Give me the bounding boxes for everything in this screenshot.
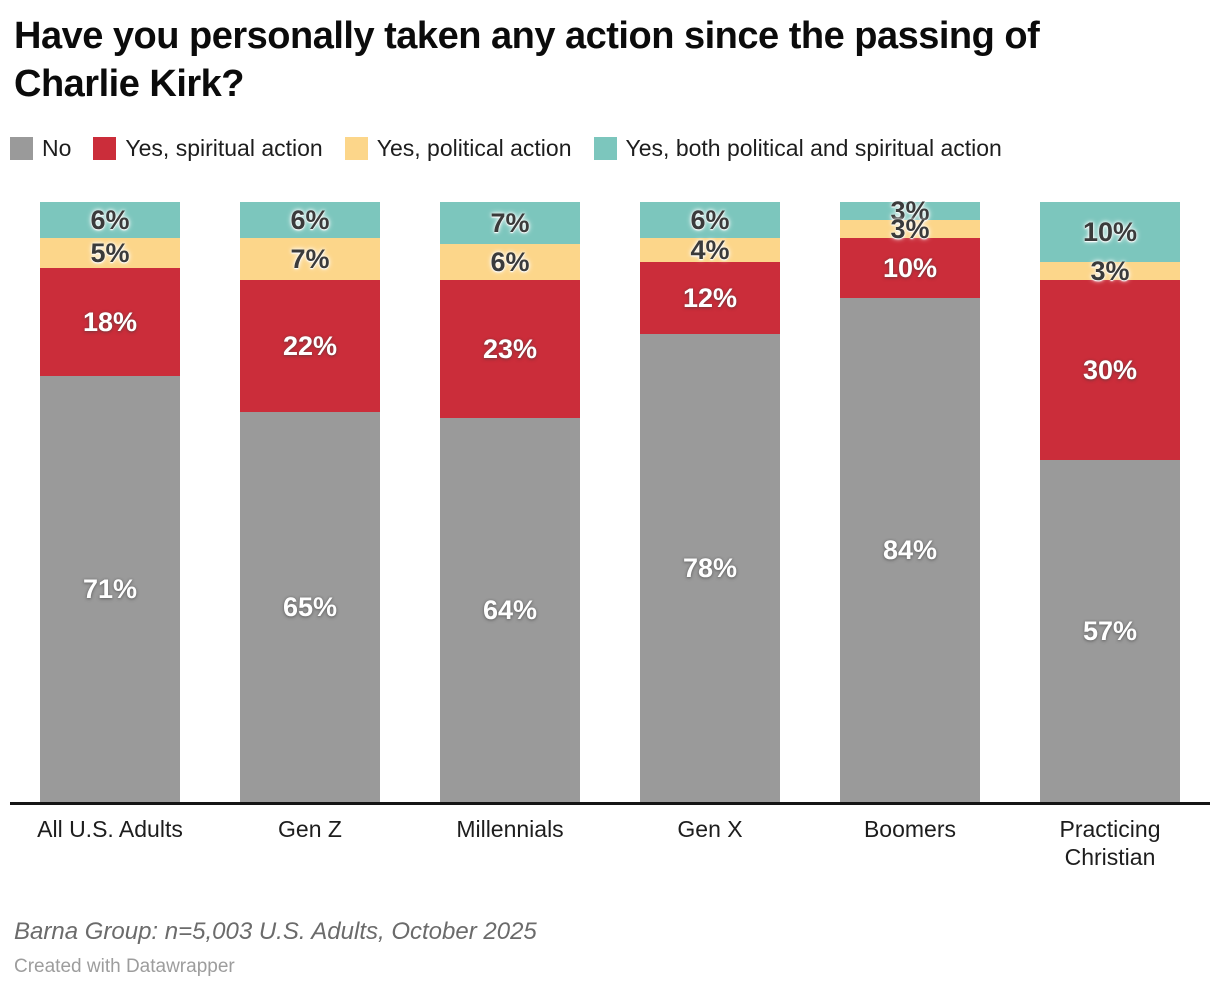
category-label: Practicing Christian [1010,815,1210,871]
bar-segment: 10% [1040,202,1180,262]
segment-value-label: 22% [282,330,338,361]
category-label-text: Gen Z [278,816,342,842]
segment-value-label: 84% [882,534,938,565]
segment-value-label: 71% [82,573,138,604]
stacked-bar: 6% 4% 12% 78% [640,202,780,802]
legend-item: Yes, both political and spiritual action [593,135,1002,161]
bar-segment: 22% [240,280,380,412]
category-label: Boomers [810,815,1010,871]
category-label-text: All U.S. Adults [37,816,183,842]
legend: No Yes, spiritual action Yes, political ac… [10,137,1210,160]
category-label-text: Gen X [677,816,743,842]
segment-value-label: 3% [890,195,930,226]
bar-column: 10% 3% 30% 57% [1010,202,1210,802]
bar-segment: 6% [40,202,180,238]
legend-item: Yes, political action [344,135,572,161]
bar-segment: 5% [40,238,180,268]
chart-title: Have you personally taken any action sin… [14,15,1040,105]
legend-item: No [10,137,71,160]
bar-segment: 23% [440,280,580,418]
category-label-text: Practicing Christian [1059,816,1161,870]
segment-value-label: 4% [690,234,730,265]
legend-label: Yes, political action [376,135,572,161]
bar-segment: 6% [640,202,780,238]
segment-value-label: 64% [482,594,538,625]
segment-value-label: 3% [1090,255,1130,286]
axis-labels: All U.S. Adults Gen Z Millennials Gen X Boom… [10,815,1210,871]
datawrapper-attribution: Created with Datawrapper [14,956,235,977]
bar-segment: 7% [240,238,380,280]
category-label-text: Millennials [456,816,564,842]
stacked-bar: 3% 3% 10% 84% [840,197,980,802]
bar-segment: 12% [640,262,780,334]
stacked-bar: 6% 7% 22% 65% [240,202,380,802]
legend-swatch-icon [593,137,617,160]
legend-swatch-icon [344,137,368,160]
bar-segment: 3% [1040,257,1180,284]
legend-label: No [42,135,72,161]
bar-segment: 30% [1040,280,1180,460]
source-note: Barna Group: n=5,003 U.S. Adults, Octobe… [14,918,537,945]
segment-value-label: 6% [290,204,330,235]
segment-value-label: 6% [490,246,530,277]
stacked-bar: 10% 3% 30% 57% [1040,202,1180,802]
bar-column: 6% 5% 18% 71% [10,202,210,802]
segment-value-label: 7% [490,207,530,238]
bar-segment: 64% [440,418,580,802]
segment-value-label: 57% [1082,615,1138,646]
segment-value-label: 10% [882,252,938,283]
bar-segment: 18% [40,268,180,376]
bar-column: 6% 4% 12% 78% [610,202,810,802]
footer: Barna Group: n=5,003 U.S. Adults, Octobe… [14,919,1210,978]
stacked-bar: 6% 5% 18% 71% [40,202,180,802]
category-label: Millennials [410,815,610,871]
bar-segment: 10% [840,238,980,298]
legend-item: Yes, spiritual action [93,135,323,161]
bar-column: 7% 6% 23% 64% [410,202,610,802]
segment-value-label: 23% [482,333,538,364]
legend-swatch-icon [93,137,117,160]
legend-label: Yes, spiritual action [125,135,323,161]
bar-column: 3% 3% 10% 84% [810,197,1010,802]
segment-value-label: 6% [690,204,730,235]
legend-swatch-icon [10,137,33,160]
stacked-bar: 7% 6% 23% 64% [440,202,580,802]
segment-value-label: 3% [890,213,930,244]
legend-label: Yes, both political and spiritual action [625,135,1002,161]
bar-segment: 65% [240,412,380,802]
segment-value-label: 7% [290,243,330,274]
bar-segment: 7% [440,202,580,244]
bar-segment: 84% [840,298,980,802]
bar-segment: 3% [840,197,980,224]
segment-value-label: 12% [682,282,738,313]
bar-segment: 4% [640,234,780,265]
bar-segment: 6% [240,202,380,238]
segment-value-label: 10% [1082,216,1138,247]
segment-value-label: 78% [682,552,738,583]
segment-value-label: 5% [90,237,130,268]
category-label: All U.S. Adults [10,815,210,871]
bar-segment: 78% [640,334,780,802]
bar-segment: 3% [840,215,980,242]
bar-segment: 6% [440,244,580,280]
category-label: Gen X [610,815,810,871]
segment-value-label: 18% [82,306,138,337]
plot-area: 6% 5% 18% 71% 6% 7% 22% 65% 7% 6% 23% 64% 6% 4% 12% 78%… [10,197,1210,805]
bar-column: 6% 7% 22% 65% [210,202,410,802]
bar-segment: 57% [1040,460,1180,802]
category-label-text: Boomers [863,816,957,842]
segment-value-label: 65% [282,591,338,622]
category-label: Gen Z [210,815,410,871]
segment-value-label: 30% [1082,354,1138,385]
bar-segment: 71% [40,376,180,802]
segment-value-label: 6% [90,204,130,235]
